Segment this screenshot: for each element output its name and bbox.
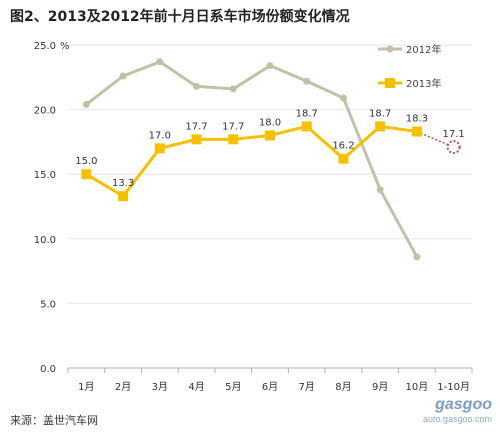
watermark-logo: gasgoo: [435, 396, 492, 413]
series-2012-point: [82, 100, 90, 108]
legend-2013-marker: [385, 78, 395, 88]
series-2013-point: [228, 134, 239, 145]
series-2013-point: [375, 121, 386, 132]
series-2013-point: [118, 191, 129, 202]
x-tick-label: 2月: [115, 381, 131, 393]
data-labels: 15.0 13.3 17.0 17.7 17.7 18.0 18.7 16.2 18.7 18.3…: [75, 108, 465, 189]
gasgoo-watermark: gasgoo auto.gasgoo.com: [423, 396, 492, 424]
data-label: 18.7: [296, 108, 318, 119]
data-label: 18.3: [406, 114, 428, 125]
x-tick-label: 8月: [335, 381, 351, 393]
y-tick-label: 25.0: [34, 41, 56, 52]
chart-title: 图2、2013及2012年前十月日系车市场份额变化情况: [10, 9, 350, 25]
data-label: 18.7: [369, 108, 391, 119]
legend: 2012年 2013年: [378, 43, 441, 90]
x-tick-label: 1月: [78, 381, 94, 393]
series-2012-point: [413, 253, 421, 261]
y-unit-label: %: [60, 41, 70, 52]
data-label: 17.7: [222, 121, 244, 132]
x-tick-label: 4月: [188, 381, 204, 393]
x-tick-label: 7月: [299, 381, 315, 393]
series-2012-point: [193, 82, 201, 90]
x-tick-label: 3月: [152, 381, 168, 393]
x-tick-label: 9月: [372, 381, 388, 393]
data-label: 18.0: [259, 117, 281, 128]
watermark-url: auto.gasgoo.com: [422, 414, 492, 424]
data-label: 17.1: [443, 129, 465, 140]
series-2013-point: [81, 169, 92, 180]
series-2013-point: [338, 153, 349, 164]
data-label: 13.3: [112, 178, 134, 189]
series-2013-point: [301, 121, 312, 132]
y-tick-label: 10.0: [34, 235, 56, 246]
series-2012-point: [376, 186, 384, 194]
series-2013-point: [154, 143, 165, 154]
series-2012-point: [156, 58, 164, 66]
series-2013-cumulative-point: [446, 140, 461, 155]
x-tick-label: 1-10月: [437, 381, 470, 393]
series-2012-line: [85, 60, 419, 258]
legend-2012-marker: [386, 45, 394, 53]
x-tick-label: 6月: [262, 381, 278, 393]
data-label: 16.2: [332, 141, 354, 152]
series-2013-point: [191, 134, 202, 145]
data-label: 17.0: [149, 130, 171, 141]
legend-2013-label: 2013年: [406, 77, 441, 90]
x-tick-label: 10月: [406, 381, 429, 393]
data-label: 15.0: [75, 156, 97, 167]
series-2012-point: [266, 62, 274, 70]
series-2013-line: [85, 124, 418, 199]
legend-2012-label: 2012年: [406, 43, 441, 56]
series-2012-point: [339, 94, 347, 102]
series-2012-point: [303, 77, 311, 85]
series-2012-point: [229, 85, 237, 93]
y-tick-label: 5.0: [40, 299, 56, 310]
y-tick-label: 0.0: [40, 364, 56, 375]
series-2013-point: [411, 126, 422, 137]
y-tick-label: 20.0: [34, 106, 56, 117]
y-tick-label: 15.0: [34, 170, 56, 181]
series-2012-point: [119, 72, 127, 80]
series-lines: [81, 58, 461, 261]
series-2013-point: [265, 130, 275, 141]
axes: 0.0 5.0 10.0 15.0 20.0 25.0 % 1月 2月 3月 4月 5月 6月 7月 8月 9…: [34, 41, 473, 393]
data-label: 17.7: [185, 121, 207, 132]
gridlines: [68, 44, 472, 304]
x-tick-label: 5月: [225, 381, 241, 393]
line-chart: 0.0 5.0 10.0 15.0 20.0 25.0 % 1月 2月 3月 4月 5月 6月 7月 8月 9…: [34, 41, 473, 393]
source-note: 来源：盖世汽车网: [10, 414, 98, 427]
